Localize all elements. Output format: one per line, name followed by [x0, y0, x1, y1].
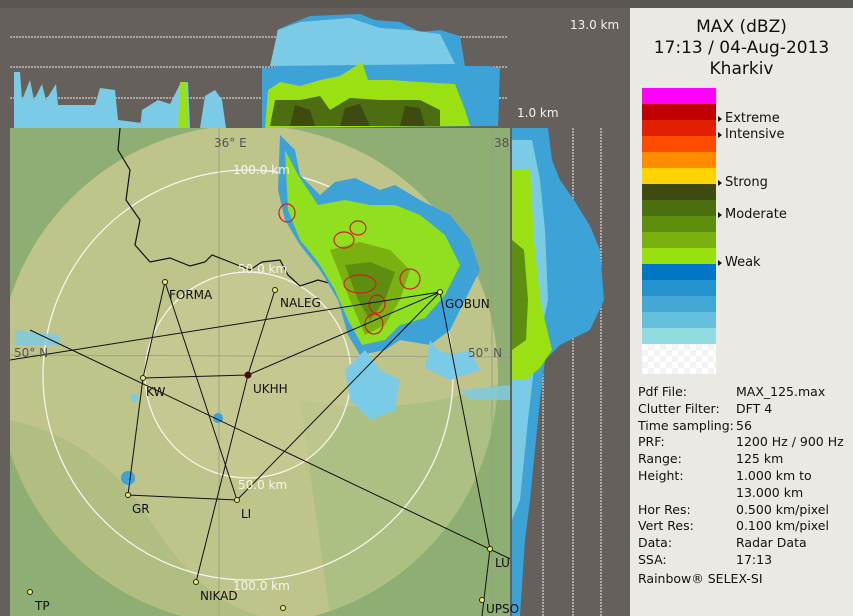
network-lines — [10, 281, 510, 616]
info-value: DFT 4 — [736, 400, 773, 416]
station-label-forma: FORMA — [169, 288, 213, 302]
storm-cell-outlines — [278, 203, 421, 335]
height-label-top: 13.0 km — [570, 18, 619, 32]
color-scale — [642, 88, 716, 344]
legend-swatch — [642, 136, 716, 152]
station-markers — [27, 279, 493, 611]
station-label-ukhh: UKHH — [253, 382, 288, 396]
legend-swatch — [642, 280, 716, 296]
station-label-gobun: GOBUN — [445, 297, 490, 311]
info-key: Vert Res: — [638, 518, 694, 534]
legend-swatch — [642, 168, 716, 184]
right-cross-section — [512, 128, 630, 616]
station-label-tp: TP — [34, 599, 50, 613]
legend-swatch — [642, 232, 716, 248]
info-value: 13.000 km — [736, 484, 804, 500]
info-key: SSA: — [638, 551, 667, 567]
legend-swatch — [642, 152, 716, 168]
brand-label: Rainbow® SELEX-SI — [638, 570, 763, 586]
info-row: SSA: 17:13 — [638, 552, 844, 569]
level-intensive: Intensive — [718, 127, 784, 142]
info-value: 0.500 km/pixel — [736, 501, 829, 517]
info-key: Range: — [638, 451, 682, 467]
info-value: MAX_125.max — [736, 384, 826, 399]
legend-swatch — [642, 296, 716, 312]
station-label-lusig: LUSIG — [495, 556, 530, 570]
info-row: Data: Radar Data — [638, 535, 844, 552]
info-key: Time sampling: — [638, 417, 734, 433]
station-label-naleg: NALEG — [280, 296, 321, 310]
info-row: Vert Res: 0.100 km/pixel — [638, 518, 844, 535]
legend-swatch — [642, 264, 716, 280]
product-info: Pdf File: MAX_125.max Clutter Filter: DFT 4… — [638, 384, 844, 588]
info-key — [638, 485, 736, 502]
station-label-kw: KW — [146, 385, 165, 399]
legend-swatch — [642, 216, 716, 232]
info-row: Time sampling: 56 — [638, 418, 844, 435]
parallel-50n — [10, 354, 510, 358]
grid-label-38e: 38 — [494, 136, 509, 150]
info-value: 1200 Hz / 900 Hz — [736, 434, 844, 450]
info-row: Range: 125 km — [638, 451, 844, 468]
window-top-bar — [0, 0, 853, 8]
legend-swatch — [642, 328, 716, 344]
info-value: Radar Data — [736, 535, 807, 551]
no-data-swatch — [642, 344, 716, 374]
info-value: 0.100 km/pixel — [736, 518, 829, 534]
station-label-nikad: NIKAD — [200, 589, 238, 603]
product-datetime: 17:13 / 04-Aug-2013 — [653, 38, 830, 58]
info-value: 56 — [736, 417, 752, 433]
info-row: Hor Res: 0.500 km/pixel — [638, 502, 844, 519]
range-label: 50.0 km — [238, 262, 287, 276]
legend-swatch — [642, 104, 716, 120]
info-row: 13.000 km — [638, 485, 844, 502]
info-value: 17:13 — [736, 551, 773, 567]
station-label-gr: GR — [132, 502, 150, 516]
map-area[interactable]: FORMA NALEG GOBUN KW UKHH GR LI NIKAD LU… — [0, 125, 630, 616]
legend-swatch — [642, 88, 716, 104]
level-extreme: Extreme — [718, 111, 780, 126]
station-label-upso: UPSO — [486, 602, 519, 616]
level-strong: Strong — [718, 175, 768, 190]
radar-location: Kharkiv — [709, 59, 774, 79]
station-label-li: LI — [241, 507, 251, 521]
grid-label-50n: 50° N — [468, 346, 502, 360]
info-value: 1.000 km to — [736, 467, 812, 483]
info-key: Hor Res: — [638, 501, 691, 517]
level-weak: Weak — [718, 255, 761, 270]
legend-swatch — [642, 120, 716, 136]
info-row: Pdf File: MAX_125.max — [638, 384, 844, 401]
grid-label-50n: 50° N — [14, 346, 48, 360]
height-label-bottom: 1.0 km — [517, 106, 559, 120]
info-key: Pdf File: — [638, 384, 687, 399]
info-value: 125 km — [736, 451, 784, 467]
info-row: Clutter Filter: DFT 4 — [638, 401, 844, 418]
legend-swatch — [642, 200, 716, 216]
product-title: MAX (dBZ) — [696, 17, 787, 37]
legend-swatch — [642, 184, 716, 200]
info-row: PRF: 1200 Hz / 900 Hz — [638, 434, 844, 451]
grid-label-36e: 36° E — [214, 136, 247, 150]
range-label: 100.0 km — [233, 579, 290, 593]
info-row: Height: 1.000 km to — [638, 468, 844, 485]
range-label: 100.0 km — [233, 163, 290, 177]
info-key: Clutter Filter: — [638, 400, 720, 416]
top-cross-section: 13.0 km 1.0 km — [10, 8, 619, 128]
info-key: PRF: — [638, 434, 665, 450]
legend-panel: MAX (dBZ) 17:13 / 04-Aug-2013 Kharkiv Ex… — [630, 8, 853, 616]
radar-display[interactable]: 13.0 km 1.0 km — [0, 0, 630, 616]
range-label: 50.0 km — [238, 478, 287, 492]
level-moderate: Moderate — [718, 207, 787, 222]
info-key: Height: — [638, 467, 684, 483]
legend-swatch — [642, 312, 716, 328]
info-key: Data: — [638, 535, 673, 551]
legend-swatch — [642, 248, 716, 264]
